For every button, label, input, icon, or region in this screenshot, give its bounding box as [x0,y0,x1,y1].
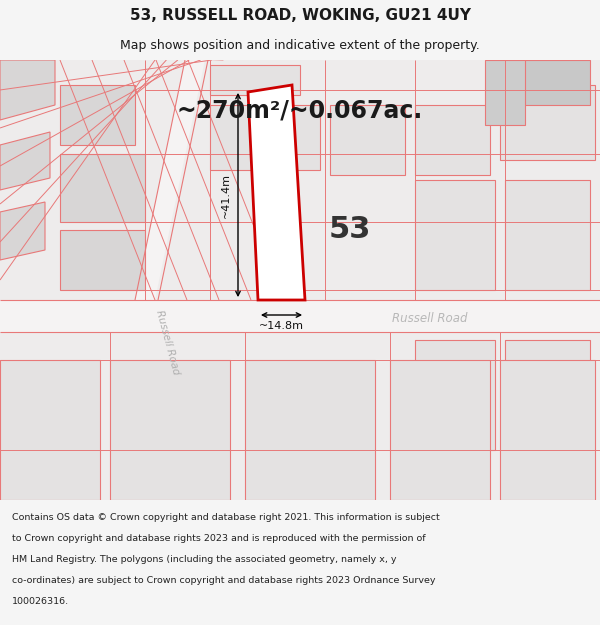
Bar [390,360,490,500]
Bar [500,360,595,500]
Text: 53, RUSSELL ROAD, WOKING, GU21 4UY: 53, RUSSELL ROAD, WOKING, GU21 4UY [130,8,470,22]
Bar [415,180,495,290]
Polygon shape [135,60,205,300]
Bar [60,230,145,290]
Bar [210,65,300,95]
Bar [110,360,230,500]
Bar [505,180,590,290]
Bar [245,360,375,500]
Bar [0,300,600,332]
Text: ~14.8m: ~14.8m [259,321,304,331]
Bar [60,85,135,145]
Text: Russell Road: Russell Road [392,311,468,324]
Text: 53: 53 [329,216,371,244]
Polygon shape [0,60,55,120]
Polygon shape [520,60,590,105]
Text: Russell Road: Russell Road [155,309,181,376]
Bar [60,154,145,222]
Text: 100026316.: 100026316. [12,598,69,606]
Polygon shape [0,132,50,190]
Polygon shape [0,202,45,260]
Text: co-ordinates) are subject to Crown copyright and database rights 2023 Ordnance S: co-ordinates) are subject to Crown copyr… [12,576,436,585]
Polygon shape [485,60,525,125]
Polygon shape [248,85,305,300]
Bar [505,340,590,450]
Bar [415,340,495,450]
Text: to Crown copyright and database rights 2023 and is reproduced with the permissio: to Crown copyright and database rights 2… [12,534,425,542]
Text: Contains OS data © Crown copyright and database right 2021. This information is : Contains OS data © Crown copyright and d… [12,512,440,521]
Bar [0,360,100,500]
Text: ~41.4m: ~41.4m [221,173,231,218]
Bar [330,105,405,175]
Text: ~270m²/~0.067ac.: ~270m²/~0.067ac. [177,98,423,122]
Text: HM Land Registry. The polygons (including the associated geometry, namely x, y: HM Land Registry. The polygons (includin… [12,555,397,564]
Bar [500,85,595,160]
Bar [415,105,490,175]
Bar [210,105,320,170]
Text: Map shows position and indicative extent of the property.: Map shows position and indicative extent… [120,39,480,51]
